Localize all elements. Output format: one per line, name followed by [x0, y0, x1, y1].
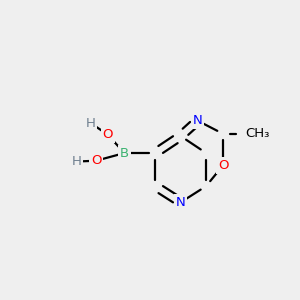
Text: N: N: [176, 196, 186, 209]
Text: H: H: [72, 155, 82, 168]
Text: N: N: [193, 114, 202, 127]
Text: CH₃: CH₃: [245, 127, 270, 140]
Text: O: O: [91, 154, 101, 167]
Text: H: H: [86, 116, 95, 130]
Text: B: B: [120, 146, 129, 160]
Text: O: O: [218, 159, 228, 172]
Text: O: O: [102, 128, 113, 141]
